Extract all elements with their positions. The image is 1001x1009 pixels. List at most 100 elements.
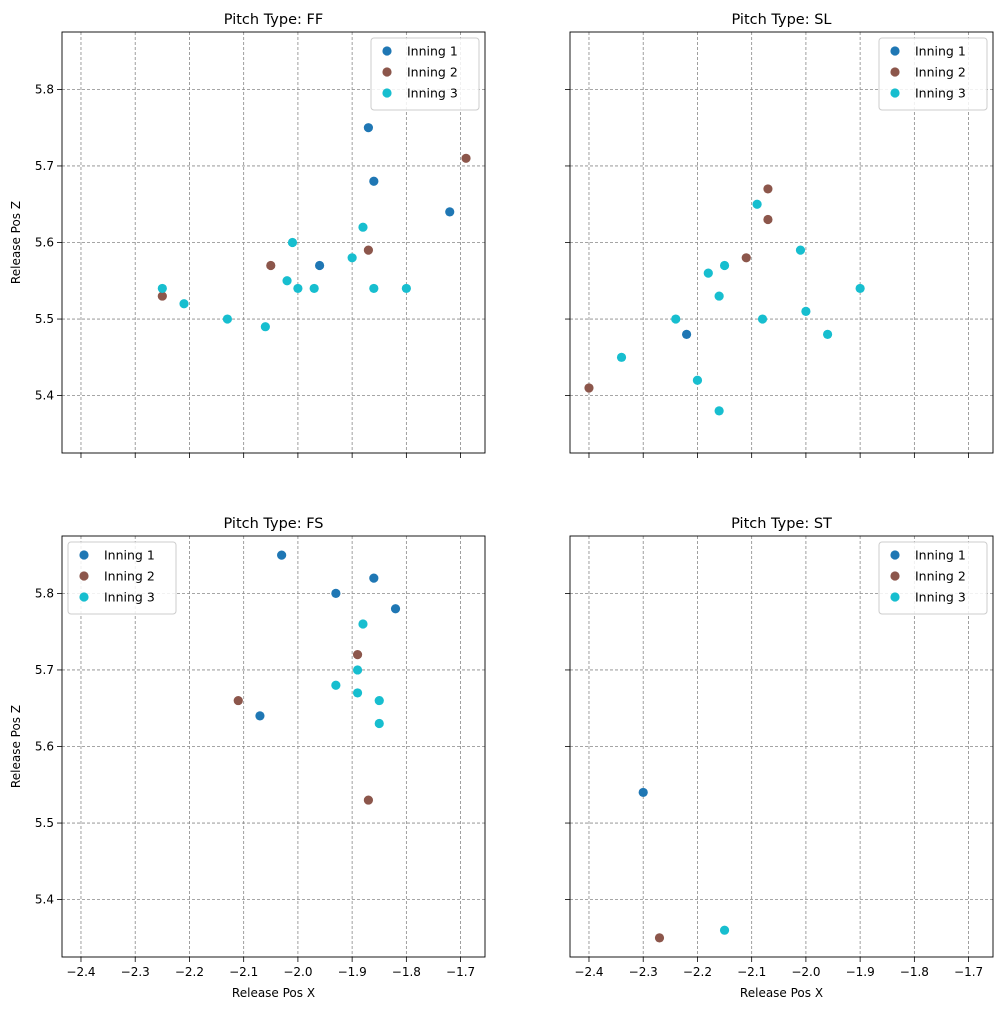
legend-label: Inning 1 bbox=[915, 548, 966, 563]
legend-marker bbox=[79, 592, 89, 602]
data-point-inning-3 bbox=[331, 680, 341, 690]
x-tick-label: −2.3 bbox=[121, 965, 150, 979]
data-point-inning-2 bbox=[741, 253, 751, 263]
legend-label: Inning 1 bbox=[407, 44, 458, 59]
plot-frame bbox=[61, 535, 486, 958]
x-tick-label: −1.8 bbox=[900, 965, 929, 979]
data-point-inning-3 bbox=[287, 237, 298, 248]
chart-title: Pitch Type: FF bbox=[224, 12, 323, 28]
legend-label: Inning 2 bbox=[104, 569, 155, 584]
data-point-inning-2 bbox=[763, 184, 773, 194]
data-point-inning-3 bbox=[616, 352, 627, 362]
data-point-inning-3 bbox=[671, 314, 681, 324]
data-point-inning-3 bbox=[703, 268, 713, 278]
legend-label: Inning 2 bbox=[915, 569, 966, 584]
data-point-inning-3 bbox=[719, 260, 730, 271]
data-point-inning-2 bbox=[233, 695, 243, 706]
x-tick-label: −2.4 bbox=[574, 965, 603, 979]
data-point-inning-3 bbox=[822, 329, 833, 339]
legend: Inning 1 Inning 2 Inning 3 bbox=[878, 37, 988, 111]
data-point-inning-3 bbox=[358, 619, 368, 629]
legend-marker bbox=[890, 592, 900, 602]
plot-frame bbox=[569, 535, 994, 958]
data-point-inning-2 bbox=[584, 383, 594, 393]
legend-marker bbox=[382, 67, 392, 77]
data-point-inning-2 bbox=[157, 291, 167, 301]
data-point-inning-1 bbox=[314, 260, 325, 271]
chart-panel-3: −2.4 −2.3 −2.2 −2.1 −2.0 −1.9 −1.8 −1.7 5.4 5.5 5.… bbox=[9, 516, 486, 1000]
legend-marker bbox=[79, 550, 89, 560]
x-tick-label: −1.9 bbox=[338, 965, 367, 979]
chart-panel-1: 5.4 5.5 5.6 5.7 5.8 Pitch Type: FF Release Pos… bbox=[9, 12, 486, 458]
data-point-inning-3 bbox=[157, 283, 167, 294]
data-point-inning-2 bbox=[352, 650, 363, 660]
chart-panel-4: −2.4 −2.3 −2.2 −2.1 −2.0 −1.9 −1.8 −1.7 Pitch Ty… bbox=[565, 516, 994, 1000]
data-point-inning-2 bbox=[654, 933, 665, 943]
y-tick-label: 5.5 bbox=[35, 312, 54, 326]
data-point-inning-3 bbox=[352, 665, 363, 675]
x-tick-label: −2.1 bbox=[229, 965, 258, 979]
data-point-inning-3 bbox=[374, 718, 384, 729]
y-axis-label: Release Pos Z bbox=[9, 201, 23, 284]
legend-marker bbox=[382, 46, 392, 56]
legend-marker bbox=[890, 67, 900, 77]
data-point-inning-3 bbox=[179, 299, 189, 309]
legend-marker bbox=[890, 571, 900, 581]
data-point-inning-1 bbox=[390, 604, 401, 614]
x-axis-label: Release Pos X bbox=[232, 986, 315, 1000]
legend-marker bbox=[890, 46, 900, 56]
x-tick-label: −1.9 bbox=[846, 965, 875, 979]
chart-title: Pitch Type: FS bbox=[224, 516, 324, 532]
y-tick-label: 5.5 bbox=[35, 816, 54, 830]
x-tick-label: −2.4 bbox=[66, 965, 95, 979]
x-tick-label: −1.7 bbox=[954, 965, 983, 979]
data-point-inning-3 bbox=[714, 406, 724, 416]
legend-label: Inning 3 bbox=[915, 590, 966, 605]
plot-frame bbox=[61, 31, 486, 454]
x-tick-label: −1.8 bbox=[392, 965, 421, 979]
legend: Inning 1 Inning 2 Inning 3 bbox=[370, 37, 480, 111]
data-point-inning-1 bbox=[363, 123, 374, 133]
y-tick-label: 5.4 bbox=[35, 893, 54, 907]
data-point-inning-1 bbox=[255, 711, 265, 721]
y-tick-label: 5.4 bbox=[35, 389, 54, 403]
x-tick-label: −2.3 bbox=[629, 965, 658, 979]
legend-box bbox=[67, 541, 177, 615]
legend-label: Inning 2 bbox=[407, 65, 458, 80]
chart-title: Pitch Type: SL bbox=[732, 12, 832, 28]
y-tick-label: 5.7 bbox=[35, 663, 54, 677]
data-point-inning-2 bbox=[763, 214, 773, 225]
data-point-inning-3 bbox=[293, 283, 303, 294]
y-tick-label: 5.8 bbox=[35, 586, 54, 600]
data-point-inning-3 bbox=[347, 253, 357, 263]
data-point-inning-2 bbox=[363, 245, 374, 255]
legend-box bbox=[878, 541, 988, 615]
data-point-inning-3 bbox=[795, 245, 806, 255]
data-point-inning-3 bbox=[714, 291, 724, 301]
y-tick-label: 5.7 bbox=[35, 159, 54, 173]
data-point-inning-3 bbox=[801, 306, 811, 316]
y-axis-label: Release Pos Z bbox=[9, 705, 23, 788]
data-point-inning-2 bbox=[266, 260, 276, 271]
legend: Inning 1 Inning 2 Inning 3 bbox=[67, 541, 177, 615]
data-point-inning-3 bbox=[352, 688, 363, 698]
legend-marker bbox=[890, 550, 900, 560]
data-point-inning-3 bbox=[358, 222, 368, 232]
x-tick-label: −2.0 bbox=[283, 965, 312, 979]
chart-title: Pitch Type: ST bbox=[731, 516, 832, 532]
data-point-inning-3 bbox=[752, 199, 762, 209]
data-point-inning-2 bbox=[461, 153, 471, 163]
data-point-inning-3 bbox=[692, 375, 703, 385]
data-point-inning-3 bbox=[309, 283, 319, 294]
x-tick-label: −1.7 bbox=[446, 965, 475, 979]
data-point-inning-3 bbox=[855, 283, 865, 294]
y-tick-label: 5.6 bbox=[35, 236, 54, 250]
legend-box bbox=[878, 37, 988, 111]
legend-box bbox=[370, 37, 480, 111]
y-tick-label: 5.8 bbox=[35, 82, 54, 96]
data-point-inning-3 bbox=[282, 276, 292, 286]
data-point-inning-3 bbox=[757, 314, 768, 324]
legend-label: Inning 3 bbox=[104, 590, 155, 605]
chart-panel-2: Pitch Type: SL Inning 1 Inning 2 Inning 3 bbox=[565, 12, 994, 458]
data-point-inning-1 bbox=[681, 329, 692, 339]
